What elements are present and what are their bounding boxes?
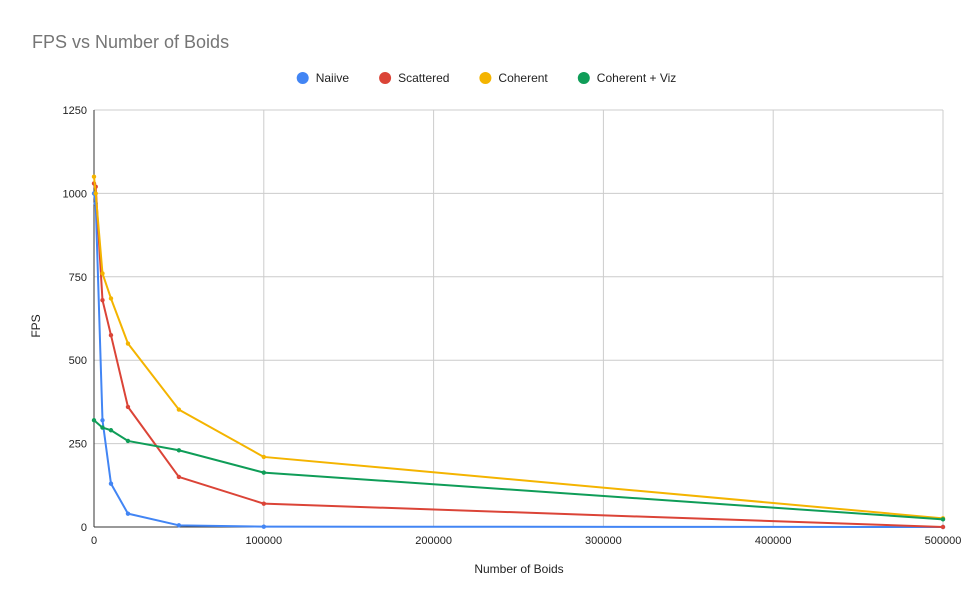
data-point-coherent-viz <box>125 438 131 444</box>
data-point-coherent-viz <box>261 470 266 475</box>
y-tick-label: 750 <box>69 272 87 284</box>
data-point-scattered <box>940 524 946 530</box>
data-point-scattered <box>108 332 114 338</box>
data-point-coherent-viz <box>176 448 182 453</box>
y-tick-label: 250 <box>69 439 87 451</box>
data-point-naiive <box>176 523 182 528</box>
legend-label: Coherent <box>498 71 548 85</box>
data-point-naiive <box>100 418 105 423</box>
x-tick-label: 300000 <box>585 535 622 547</box>
data-point-coherent-viz <box>108 428 114 433</box>
legend-item[interactable]: Naiive <box>296 71 350 85</box>
data-point-coherent <box>91 174 97 179</box>
x-tick-label: 400000 <box>755 535 792 547</box>
legend-marker <box>296 72 309 84</box>
legend-item[interactable]: Coherent <box>479 71 548 85</box>
x-tick-label: 0 <box>91 535 97 547</box>
data-point-coherent <box>176 407 182 412</box>
data-point-coherent-viz <box>91 418 97 423</box>
legend-label: Scattered <box>398 71 449 85</box>
series-coherent-viz <box>91 418 946 522</box>
data-point-coherent-viz <box>100 425 105 430</box>
chart-title: FPS vs Number of Boids <box>32 32 229 52</box>
series-line-coherent <box>93 176 944 520</box>
data-point-coherent-viz <box>940 517 946 522</box>
legend-label: Coherent + Viz <box>597 71 677 85</box>
x-tick-label: 100000 <box>245 535 282 547</box>
legend-marker <box>379 72 392 84</box>
data-point-coherent <box>93 191 98 196</box>
legend-label: Naiive <box>316 71 350 85</box>
data-point-naiive <box>261 524 266 529</box>
data-point-scattered <box>125 404 131 410</box>
legend-marker <box>479 72 492 84</box>
data-point-coherent <box>108 296 114 301</box>
y-tick-label: 1250 <box>63 105 87 117</box>
series-coherent <box>91 174 946 521</box>
data-point-scattered <box>176 474 182 480</box>
y-tick-label: 0 <box>81 522 87 534</box>
legend-marker <box>577 72 590 84</box>
x-tick-label: 200000 <box>415 535 452 547</box>
legend-item[interactable]: Coherent + Viz <box>577 71 677 85</box>
x-axis-label: Number of Boids <box>474 562 563 576</box>
y-axis-label: FPS <box>29 314 43 337</box>
y-tick-label: 500 <box>69 355 87 367</box>
y-tick-label: 1000 <box>63 188 87 200</box>
axes: 0 250 500 750 1000 1250 0 100000 200000 300000 400… <box>63 105 962 547</box>
series-scattered <box>91 181 946 530</box>
series-layer <box>91 174 946 530</box>
grid <box>94 109 944 527</box>
data-point-coherent <box>100 271 105 276</box>
data-point-coherent <box>125 341 131 346</box>
series-line-scattered <box>93 182 944 528</box>
series-line-coherent-viz <box>93 419 944 521</box>
data-point-naiive <box>125 511 131 516</box>
series-line-naiive <box>93 193 944 528</box>
legend: Naiive Scattered Coherent Coherent + Viz <box>296 71 677 85</box>
data-point-coherent <box>261 454 266 460</box>
legend-item[interactable]: Scattered <box>379 71 449 85</box>
data-point-scattered <box>100 297 105 303</box>
data-point-naiive <box>108 481 114 486</box>
data-point-scattered <box>261 501 266 506</box>
x-tick-label: 500000 <box>925 535 962 547</box>
